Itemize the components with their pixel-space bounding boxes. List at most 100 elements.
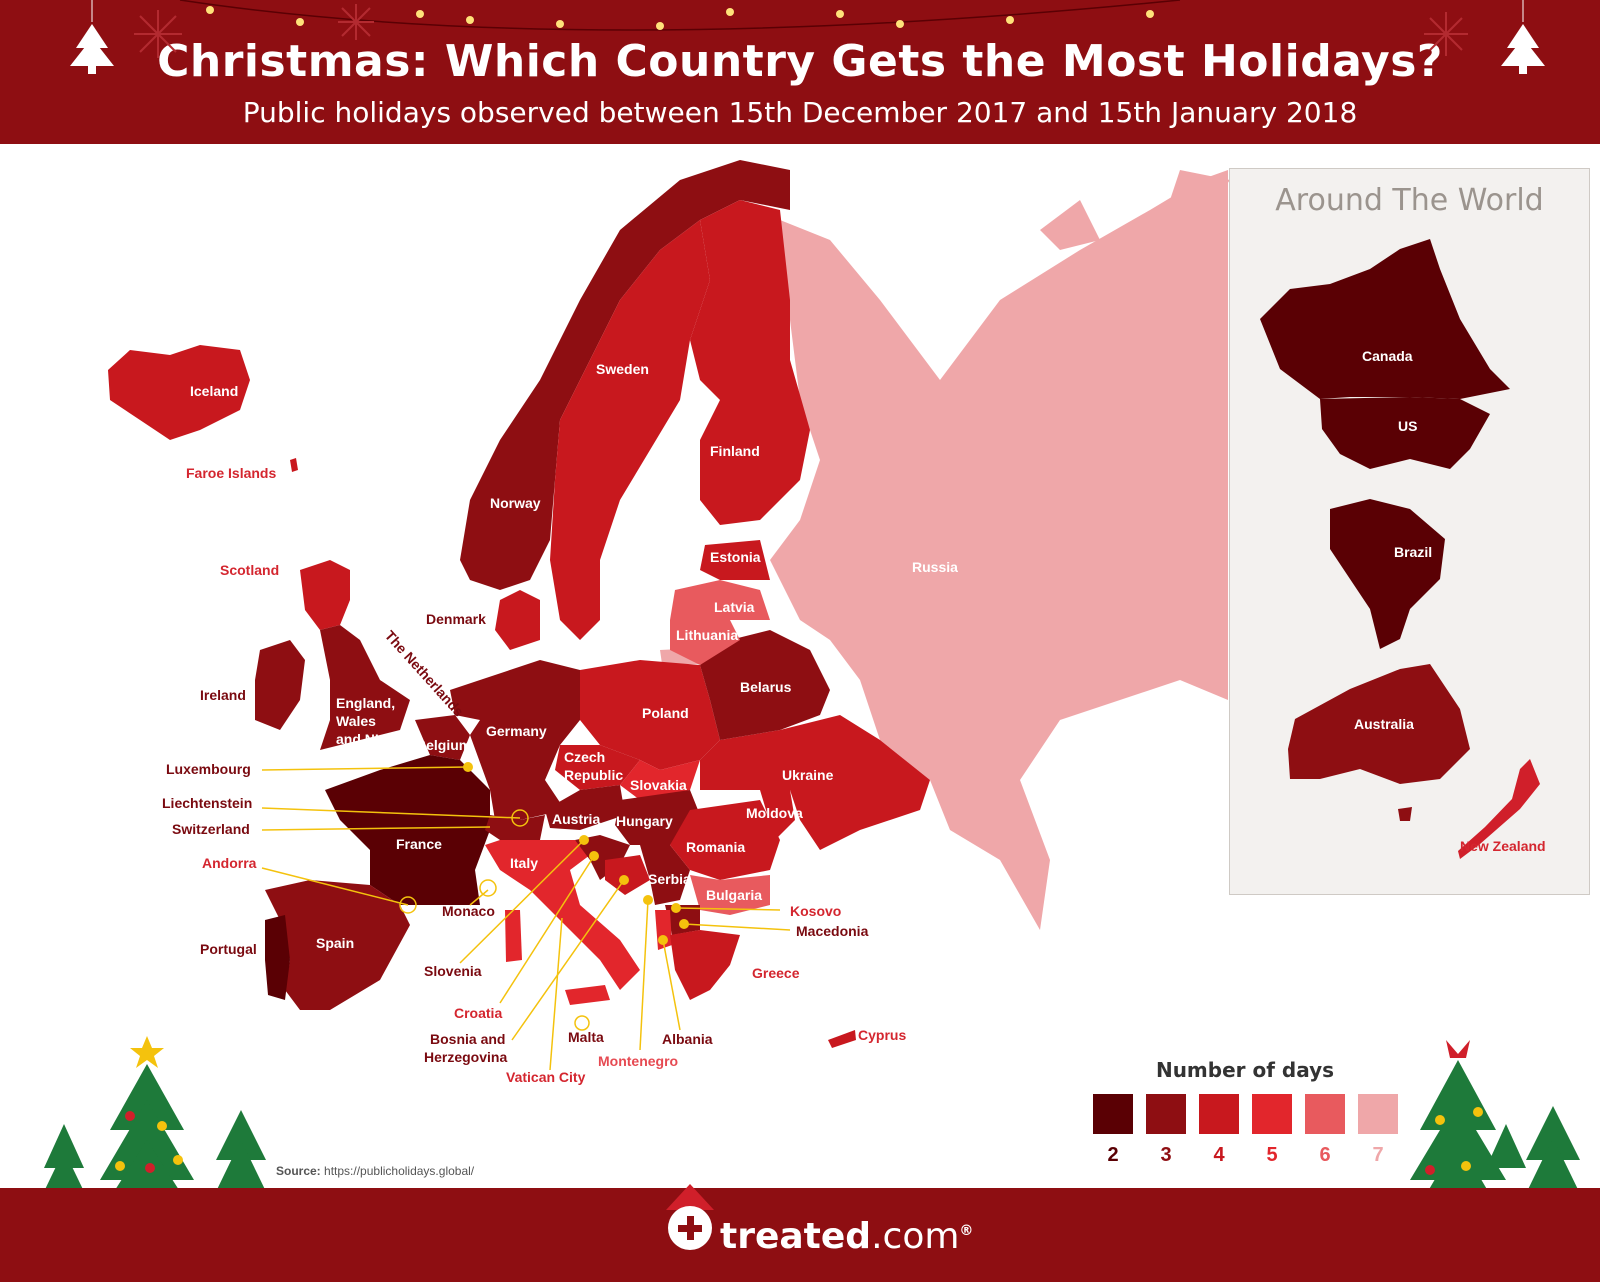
world-inset: Around The World Canada US Brazil Austra… — [1229, 168, 1590, 895]
finland-region[interactable] — [690, 200, 810, 525]
snowflake-icon — [134, 4, 1468, 58]
scotland-region[interactable] — [300, 560, 350, 630]
label-bosnia-2: Herzegovina — [424, 1049, 507, 1065]
switzerland-region[interactable] — [485, 815, 545, 840]
legend-value-4: 4 — [1213, 1144, 1225, 1166]
label-malta: Malta — [568, 1029, 604, 1045]
brazil-region[interactable] — [1330, 499, 1445, 649]
source-url[interactable]: https://publicholidays.global/ — [324, 1164, 475, 1178]
legend-swatch-6 — [1305, 1094, 1345, 1134]
label-scotland: Scotland — [220, 562, 279, 578]
label-iceland: Iceland — [190, 383, 238, 399]
faroe-islands-region[interactable] — [290, 458, 298, 472]
label-serbia: Serbia — [648, 871, 691, 887]
label-liechtenstein: Liechtenstein — [162, 795, 252, 811]
world-inset-map: Canada US Brazil Australia New Zealand — [1260, 239, 1546, 859]
label-ireland: Ireland — [200, 687, 246, 703]
label-switzerland: Switzerland — [172, 821, 250, 837]
label-france: France — [396, 836, 442, 852]
slovakia-region[interactable] — [620, 760, 700, 800]
legend-title: Number of days — [1155, 1058, 1335, 1082]
greece-region[interactable] — [670, 930, 740, 1000]
legend-value-5: 5 — [1266, 1144, 1278, 1166]
iceland-region[interactable] — [108, 345, 250, 440]
italy-region[interactable] — [485, 840, 640, 990]
legend-swatch-4 — [1199, 1094, 1239, 1134]
label-faroe-islands: Faroe Islands — [186, 465, 276, 481]
label-hungary: Hungary — [616, 813, 673, 829]
us-region[interactable] — [1320, 397, 1490, 469]
label-croatia: Croatia — [454, 1005, 502, 1021]
serbia-region[interactable] — [640, 845, 690, 905]
new-zealand-region[interactable] — [1458, 759, 1540, 859]
label-portugal: Portugal — [200, 941, 257, 957]
belgium-region[interactable] — [415, 715, 470, 760]
moldova-region[interactable] — [760, 790, 795, 840]
label-us: US — [1398, 418, 1417, 434]
label-new-zealand: New Zealand — [1460, 838, 1546, 854]
cyprus-region[interactable] — [828, 1030, 856, 1048]
austria-region[interactable] — [545, 785, 625, 830]
ukraine-region[interactable] — [700, 715, 930, 850]
source-credit: Source: https://publicholidays.global/ — [276, 1164, 474, 1178]
germany-region[interactable] — [470, 660, 580, 820]
footer-banner — [0, 1188, 1600, 1282]
label-sweden: Sweden — [596, 361, 649, 377]
bosnia-region[interactable] — [605, 855, 650, 895]
romania-region[interactable] — [670, 800, 780, 880]
france-region[interactable] — [325, 755, 490, 905]
estonia-region[interactable] — [700, 540, 770, 580]
label-brazil: Brazil — [1394, 544, 1432, 560]
russia-region[interactable] — [770, 170, 1228, 930]
label-greece: Greece — [752, 965, 800, 981]
lithuania-region[interactable] — [670, 620, 740, 665]
brand-name: treated — [720, 1216, 872, 1257]
label-germany: Germany — [486, 723, 547, 739]
label-czech-2: Republic — [564, 767, 623, 783]
australia-region[interactable] — [1288, 664, 1470, 784]
source-label: Source: — [276, 1164, 321, 1178]
bulgaria-region[interactable] — [690, 875, 770, 915]
label-montenegro: Montenegro — [598, 1053, 678, 1069]
legend-value-6: 6 — [1319, 1144, 1331, 1166]
legend-value-7: 7 — [1372, 1144, 1384, 1166]
label-czech: Czech — [564, 749, 605, 765]
czech-region[interactable] — [555, 745, 640, 790]
poland-region[interactable] — [580, 660, 720, 770]
label-albania: Albania — [662, 1031, 713, 1047]
label-latvia: Latvia — [714, 599, 755, 615]
legend-swatch-2 — [1093, 1094, 1133, 1134]
legend-value-2: 2 — [1107, 1144, 1119, 1166]
belarus-region[interactable] — [700, 630, 830, 740]
legend-swatch-3 — [1146, 1094, 1186, 1134]
legend-value-3: 3 — [1160, 1144, 1172, 1166]
england-region[interactable] — [320, 625, 410, 750]
garland-decoration — [179, 0, 1181, 31]
latvia-region[interactable] — [670, 580, 770, 620]
inset-title: Around The World — [1275, 183, 1544, 218]
label-andorra: Andorra — [202, 855, 257, 871]
spain-region[interactable] — [265, 880, 410, 1010]
label-belarus: Belarus — [740, 679, 792, 695]
label-monaco: Monaco — [442, 903, 495, 919]
label-cyprus: Cyprus — [858, 1027, 906, 1043]
label-kosovo: Kosovo — [790, 903, 841, 919]
callout-dots — [463, 762, 689, 945]
label-england-2: Wales — [336, 713, 376, 729]
label-spain: Spain — [316, 935, 354, 951]
canada-region[interactable] — [1260, 239, 1510, 399]
sweden-region[interactable] — [550, 220, 710, 640]
label-vatican-city: Vatican City — [506, 1069, 586, 1085]
croatia-region[interactable] — [575, 835, 630, 880]
label-estonia: Estonia — [710, 549, 761, 565]
ireland-region[interactable] — [255, 640, 305, 730]
norway-region[interactable] — [460, 160, 790, 590]
portugal-region[interactable] — [265, 915, 290, 1000]
legend-swatch-5 — [1252, 1094, 1292, 1134]
label-norway: Norway — [490, 495, 541, 511]
label-finland: Finland — [710, 443, 760, 459]
header-banner — [0, 0, 1600, 144]
callout-lines — [261, 766, 791, 1071]
denmark-region[interactable] — [495, 590, 540, 650]
